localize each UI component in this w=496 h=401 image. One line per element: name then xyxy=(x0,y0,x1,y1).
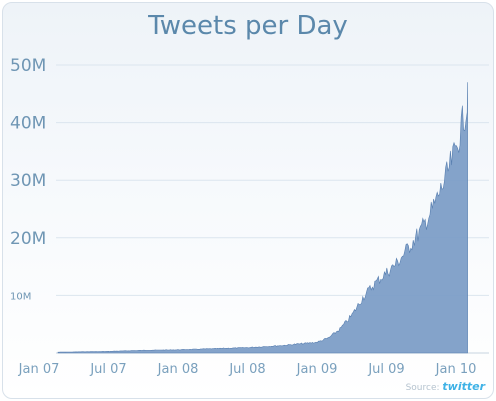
y-tick-label: 40M xyxy=(10,114,46,134)
x-tick-label: Jan 08 xyxy=(157,362,199,377)
x-tick-label: Jul 08 xyxy=(228,362,265,377)
y-tick-label: 10M xyxy=(10,291,31,302)
x-tick-label: Jan 07 xyxy=(18,362,60,377)
x-tick-label: Jan 09 xyxy=(296,362,338,377)
source-label: Source: xyxy=(405,383,440,393)
chart-title: Tweets per Day xyxy=(148,11,348,41)
x-tick-label: Jan 10 xyxy=(435,362,477,377)
twitter-logo: twitter xyxy=(442,380,485,393)
source-note: Source: twitter xyxy=(406,380,485,393)
y-tick-label: 30M xyxy=(10,171,46,191)
chart-plot: 10M 20M 30M 40M 50M Jan 07 Jul 07 Jan 08 Jul 08 J… xyxy=(10,56,489,377)
x-tick-label: Jul 09 xyxy=(367,362,404,377)
y-tick-label: 50M xyxy=(10,56,46,76)
y-tick-label: 20M xyxy=(10,229,46,249)
x-tick-label: Jul 07 xyxy=(89,362,126,377)
series-area xyxy=(57,82,468,354)
